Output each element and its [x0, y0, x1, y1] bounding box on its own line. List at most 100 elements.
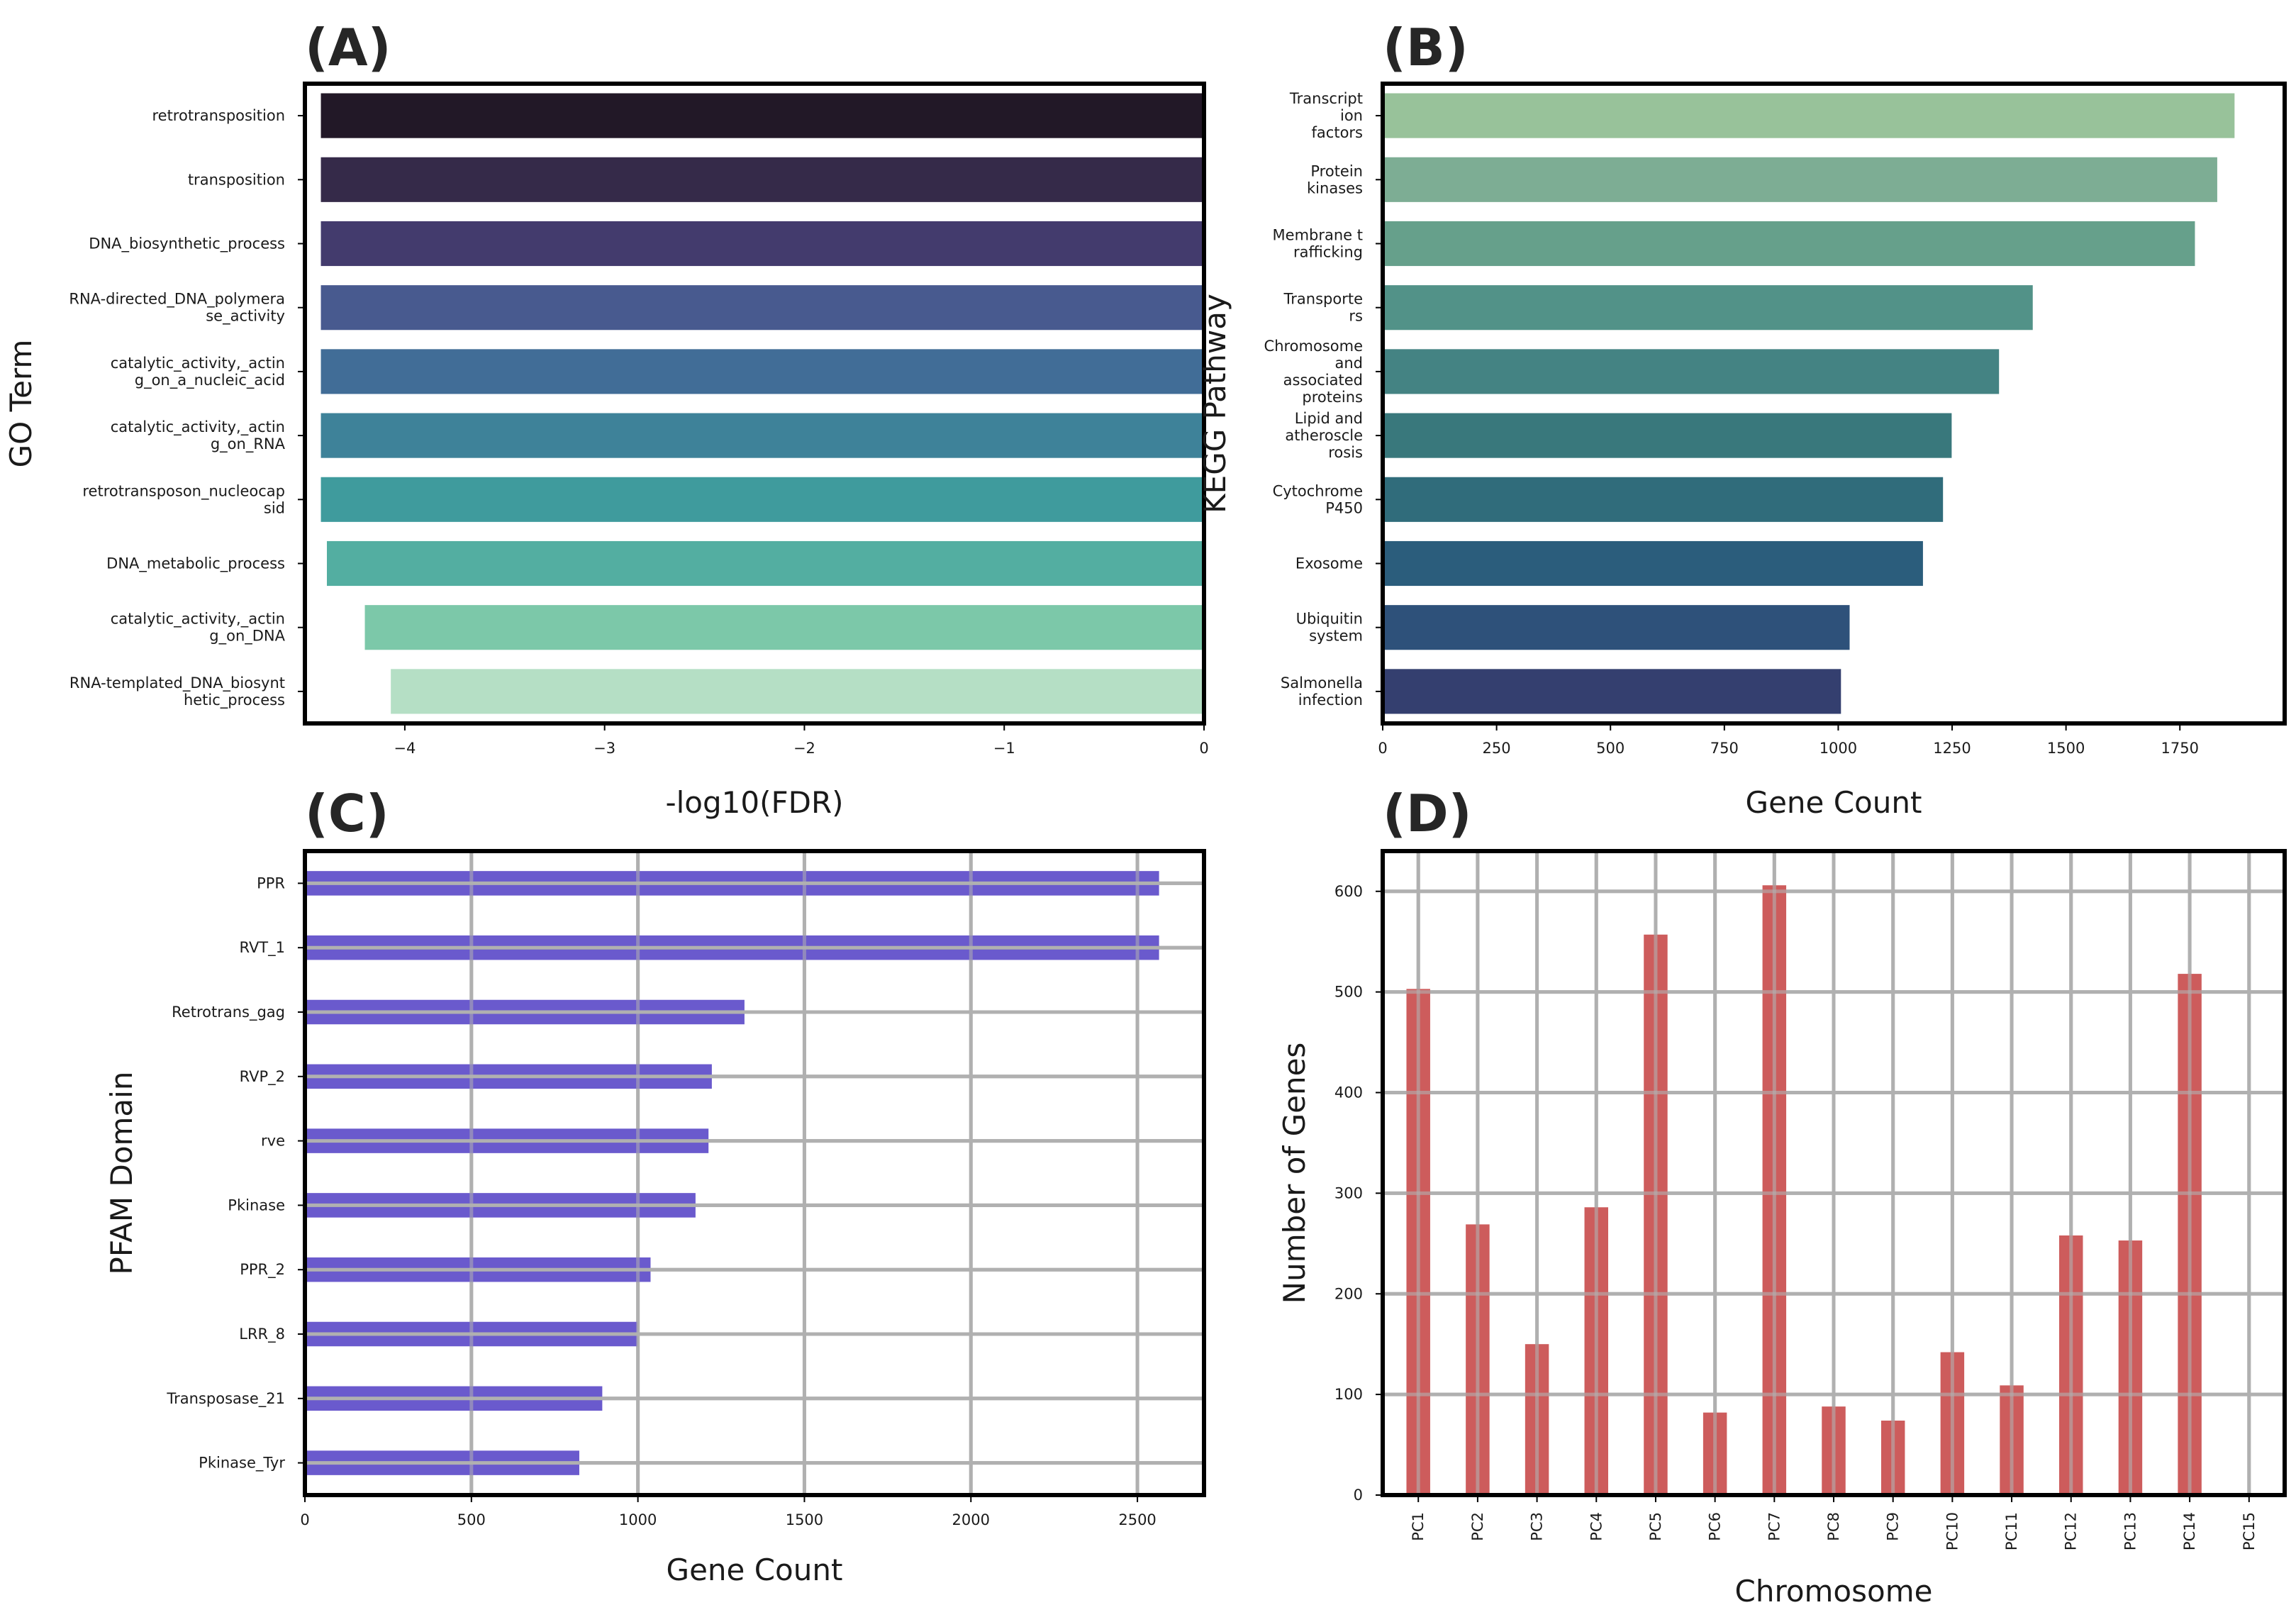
xtick-label: PC7 [1766, 1512, 1783, 1541]
xtick-label: 250 [1483, 740, 1511, 757]
ytick-label: LRR_8 [239, 1326, 285, 1343]
x-axis-label: Chromosome [1735, 1574, 1933, 1605]
ytick-label: Ubiquitin [1296, 611, 1363, 628]
ytick-label: RNA-templated_DNA_biosynt [69, 674, 285, 692]
ytick-label: transposition [188, 171, 285, 188]
ytick-label: atheroscle [1285, 427, 1363, 444]
ytick-label: rs [1349, 308, 1363, 325]
xtick-label: PC4 [1588, 1512, 1605, 1541]
xtick-label: 1500 [786, 1511, 823, 1528]
bar [1383, 93, 2235, 138]
xtick-label: PC15 [2241, 1512, 2258, 1550]
ytick-label: 200 [1334, 1285, 1363, 1302]
ytick-label: rosis [1328, 444, 1363, 461]
ytick-label: Salmonella [1281, 674, 1363, 692]
xtick-label: PC13 [2122, 1512, 2139, 1550]
bar [321, 157, 1204, 202]
ytick-label: g_on_RNA [211, 435, 286, 453]
ytick-label: 500 [1334, 984, 1363, 1001]
ytick-label: g_on_DNA [209, 628, 285, 645]
xtick-label: −2 [793, 740, 815, 757]
ytick-label: system [1309, 628, 1363, 645]
xtick-label: PC5 [1647, 1512, 1664, 1541]
xtick-label: PC2 [1469, 1512, 1486, 1541]
bar [1383, 157, 2217, 202]
ytick-label: Transcript [1289, 90, 1363, 107]
ytick-label: rafficking [1293, 244, 1363, 261]
ytick-label: catalytic_activity,_actin [111, 611, 285, 628]
bar [1383, 477, 1944, 522]
bar [321, 349, 1204, 394]
y-axis-label: KEGG Pathway [1198, 294, 1232, 513]
ytick-label: RVT_1 [240, 939, 286, 957]
xtick-label: PC11 [2003, 1512, 2020, 1550]
bar [321, 285, 1204, 331]
ytick-label: 400 [1334, 1084, 1363, 1101]
ytick-label: sid [264, 499, 285, 516]
ytick-label: retrotransposition [152, 107, 285, 124]
panel-a: (A) retrotransposition transposition DNA_bi… [4, 18, 1209, 820]
xtick-label: −3 [593, 740, 615, 757]
panel-label-a: (A) [305, 18, 391, 77]
ytick-label: Lipid and [1295, 410, 1363, 427]
ytick-label: P450 [1325, 499, 1363, 516]
ytick-label: Pkinase_Tyr [199, 1455, 285, 1472]
xtick-label: 500 [457, 1511, 486, 1528]
xtick-label: 1750 [2161, 740, 2199, 757]
x-axis-label: Gene Count [667, 1553, 843, 1587]
x-axis-label: -log10(FDR) [665, 785, 843, 820]
ytick-label: Transposase_21 [166, 1390, 285, 1408]
ytick-label: DNA_metabolic_process [106, 555, 285, 573]
bar [1383, 221, 2195, 267]
xtick-label: 750 [1710, 740, 1739, 757]
bar [364, 605, 1204, 650]
xtick-label: 500 [1596, 740, 1625, 757]
xtick-label: −4 [394, 740, 416, 757]
xtick-label: PC1 [1410, 1512, 1427, 1541]
xtick-label: 1250 [1933, 740, 1971, 757]
bar [326, 540, 1204, 587]
panel-d: (D) 0 100 200 300 400 500 600 PC1 PC2 PC3 PC4 PC5 PC6… [1277, 784, 2287, 1605]
ytick-label: ion [1340, 107, 1363, 124]
ytick-label: se_activity [206, 308, 285, 326]
ytick-label: catalytic_activity,_actin [111, 418, 285, 436]
ytick-label: PPR_2 [240, 1261, 285, 1279]
bar [321, 93, 1204, 138]
ytick-label: Cytochrome [1273, 482, 1363, 499]
ytick-label: PPR [257, 874, 285, 892]
ytick-label: and [1334, 355, 1363, 372]
bar [1383, 540, 1923, 587]
xtick-label: 2500 [1118, 1511, 1156, 1528]
xtick-label: PC9 [1885, 1512, 1902, 1541]
ytick-label: g_on_a_nucleic_acid [135, 372, 285, 389]
ytick-label: factors [1312, 124, 1363, 141]
xtick-label: 1000 [1819, 740, 1857, 757]
ytick-label: 300 [1334, 1184, 1363, 1201]
ytick-label: Transporte [1283, 291, 1363, 308]
xtick-label: 0 [1199, 740, 1208, 757]
axes-frame [303, 849, 1206, 1497]
axes-frame [303, 82, 1206, 726]
ytick-label: RVP_2 [240, 1068, 285, 1086]
panel-label-d: (D) [1383, 784, 1472, 843]
ytick-label: kinases [1307, 179, 1363, 196]
x-axis-label: Gene Count [1746, 785, 1922, 820]
ytick-label: 600 [1334, 883, 1363, 900]
xtick-label: PC8 [1825, 1512, 1842, 1541]
ytick-label: catalytic_activity,_actin [111, 355, 285, 372]
xtick-label: −1 [993, 740, 1015, 757]
xtick-label: PC14 [2181, 1512, 2198, 1550]
ytick-label: RNA-directed_DNA_polymera [69, 291, 285, 309]
ytick-label: Exosome [1295, 555, 1363, 572]
ytick-label: retrotransposon_nucleocap [82, 482, 285, 500]
ytick-label: Membrane t [1273, 227, 1363, 244]
ytick-label: 100 [1334, 1386, 1363, 1403]
ytick-label: associated [1283, 372, 1363, 389]
y-axis-label: Number of Genes [1277, 1043, 1312, 1304]
xtick-label: 1000 [619, 1511, 657, 1528]
axes-frame [1381, 82, 2287, 726]
y-axis-label: GO Term [4, 340, 38, 468]
xtick-label: 0 [300, 1511, 309, 1528]
